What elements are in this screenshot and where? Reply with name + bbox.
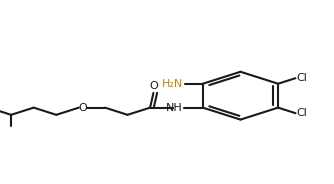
Text: H₂N: H₂N — [162, 79, 183, 89]
Text: NH: NH — [166, 103, 182, 113]
Text: Cl: Cl — [297, 108, 308, 118]
Text: O: O — [149, 81, 158, 91]
Text: O: O — [78, 103, 87, 113]
Text: Cl: Cl — [297, 73, 308, 83]
